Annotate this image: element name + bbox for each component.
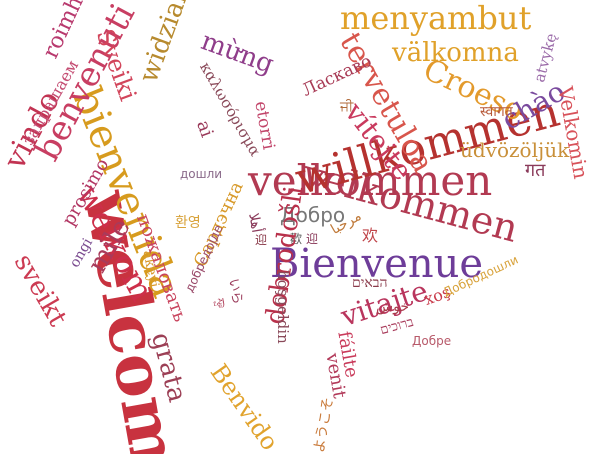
word-gat: स्वागत — [480, 104, 513, 120]
word-habaim: הבאים — [352, 275, 388, 291]
word-dobro: Добро — [280, 203, 346, 227]
word-hosgeldin: hoşgeldin — [274, 270, 292, 344]
word-dobre: Добре — [412, 334, 452, 348]
word-ge: ಸ್ವಾ — [214, 296, 231, 312]
word-kanji3: 欢 — [362, 226, 379, 245]
word-kanji2: 迎 — [306, 232, 319, 246]
word-kanji6: ようこそ — [311, 396, 337, 454]
word-han1: 迎 — [255, 233, 268, 247]
word-doshli: дошли — [180, 167, 223, 181]
word-udvozoljuk: üdvözöljük — [460, 138, 570, 162]
word-benvido: Benvido — [204, 358, 285, 454]
word-valkomna: välkomna — [392, 38, 519, 68]
word-ahlan: أهلا — [245, 211, 265, 235]
word-sveikt: sveikt — [7, 249, 73, 332]
word-velkommen-1: velkommen — [248, 156, 493, 205]
word-velkomin: Velkomin — [553, 84, 594, 181]
word-bienvenue: Bienvenue — [270, 241, 484, 287]
word-kanji5: 환영 — [175, 215, 201, 231]
word-ai: ai — [192, 117, 218, 141]
word-kanji1: 歡 — [290, 232, 303, 246]
word-menyambut: menyambut — [340, 0, 532, 37]
word-khosh: خوش — [376, 299, 409, 315]
word-svagat: गत — [525, 160, 546, 181]
word-cai: ਜੀ — [340, 99, 354, 115]
word-widziane: widziane — [133, 0, 202, 87]
